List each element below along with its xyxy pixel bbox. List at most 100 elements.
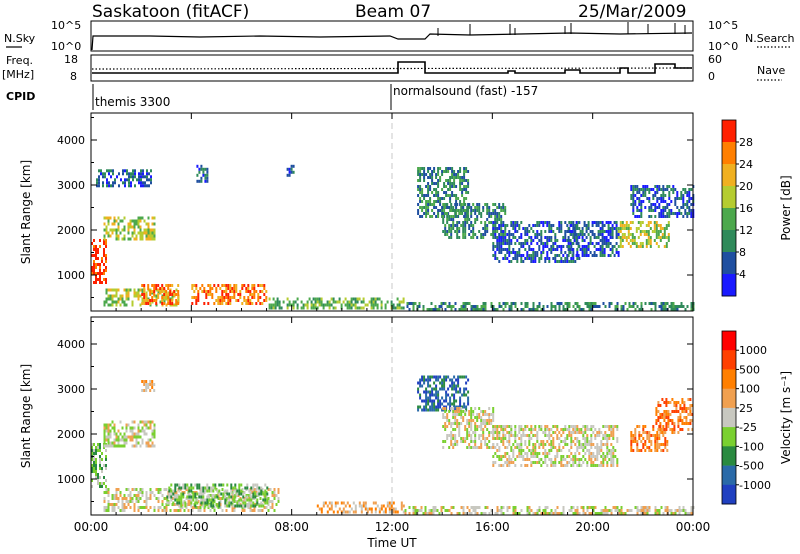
velocity-colorbar-tick-label: 100 — [739, 383, 760, 396]
velocity-colorbar-tick-label: -25 — [739, 421, 757, 434]
velocity-ylabel: Slant Range [km] — [19, 364, 33, 468]
power-ytick-label: 1000 — [57, 269, 85, 282]
power-heatmap-panel: 1000 2000 3000 4000 Slant Range [km] 4 8 12 16 20… — [19, 112, 793, 312]
velocity-colorbar-swatch — [722, 369, 736, 389]
power-colorbar-tick-label: 20 — [739, 180, 753, 193]
power-echo-region — [492, 221, 581, 263]
velocity-ytick-label: 1000 — [57, 473, 85, 486]
velocity-colorbar-swatch — [722, 350, 736, 370]
velocity-echo-region — [492, 425, 619, 467]
nave-tick-bottom: 0 — [708, 70, 715, 83]
velocity-colorbar-tick-label: -1000 — [739, 479, 771, 492]
freq-panel-frame — [90, 54, 694, 82]
velocity-xtick-label: 20:00 — [575, 520, 610, 534]
velocity-colorbar-swatch — [722, 427, 736, 447]
velocity-colorbar-tick-label: 25 — [739, 402, 753, 415]
velocity-xlabel: Time UT — [366, 536, 417, 550]
power-ytick-label: 4000 — [57, 134, 85, 147]
velocity-xtick-label: 00:00 — [74, 520, 109, 534]
power-colorbar: 4 8 12 16 20 24 28 Power [dB] — [721, 119, 793, 297]
cpid-label: CPID — [6, 90, 35, 103]
power-colorbar-swatch — [722, 120, 736, 143]
velocity-colorbar-swatch — [722, 388, 736, 409]
power-colorbar-swatch — [722, 142, 736, 165]
velocity-xtick-label: 08:00 — [274, 520, 309, 534]
power-colorbar-swatch — [722, 230, 736, 253]
velocity-echo-region — [316, 501, 405, 514]
power-colorbar-tick-label: 8 — [739, 246, 746, 259]
nsearch-tick-bottom: 10^0 — [708, 40, 738, 53]
velocity-echo-region — [166, 483, 269, 508]
nave-trace — [91, 67, 693, 70]
velocity-colorbar: 1000 500 100 25 -25 -100 -500 -1000 Velocity [m … — [721, 330, 793, 505]
power-colorbar-tick-label: 12 — [739, 224, 753, 237]
power-echo-region — [191, 284, 268, 305]
power-echo-region — [406, 302, 695, 311]
cpid-segment-0: themis 3300 — [95, 95, 170, 109]
nsky-tick-bottom: 10^0 — [51, 40, 81, 53]
power-colorbar-tick-label: 28 — [739, 136, 753, 149]
power-echo-region — [268, 297, 405, 310]
velocity-echo-region — [404, 506, 695, 515]
beam-title: Beam 07 — [355, 2, 431, 22]
velocity-ytick-label: 3000 — [57, 383, 85, 396]
freq-trace — [92, 61, 692, 74]
nsearch-tick-top: 10^5 — [708, 19, 738, 32]
power-echo-cells — [91, 164, 695, 311]
velocity-echo-region — [91, 443, 107, 488]
freq-tick-bottom: 8 — [70, 70, 77, 83]
velocity-echo-region — [442, 407, 495, 449]
power-colorbar-swatch — [722, 274, 736, 297]
nave-label: Nave — [757, 64, 785, 77]
nsky-tick-top: 10^5 — [51, 19, 81, 32]
nsearch-spikes — [437, 22, 686, 36]
velocity-ytick-label: 2000 — [57, 428, 85, 441]
velocity-colorbar-tick-label: 500 — [739, 363, 760, 376]
velocity-xtick-label: 12:00 — [375, 520, 410, 534]
velocity-ytick-label: 4000 — [57, 338, 85, 351]
power-echo-region — [617, 221, 670, 248]
freq-label-2: [MHz] — [2, 68, 34, 81]
power-ytick-label: 3000 — [57, 179, 85, 192]
freq-label-1: Freq. — [6, 54, 33, 67]
power-echo-region — [196, 164, 209, 183]
power-ylabel: Slant Range [km] — [19, 160, 33, 264]
velocity-heatmap-panel: 1000 2000 3000 4000 Slant Range [km] 00:00 04:… — [19, 316, 793, 550]
power-frame — [90, 112, 694, 312]
nsearch-label: N.Search — [745, 32, 795, 45]
velocity-frame — [90, 316, 694, 516]
velocity-echo-region — [655, 398, 694, 434]
velocity-colorbar-swatch — [722, 465, 736, 486]
power-ytick-label: 2000 — [57, 224, 85, 237]
velocity-echo-cells — [91, 375, 695, 515]
power-echo-region — [630, 185, 695, 218]
power-colorbar-tick-label: 24 — [739, 158, 753, 171]
station-title: Saskatoon (fitACF) — [92, 2, 249, 22]
velocity-xtick-label: 16:00 — [475, 520, 510, 534]
velocity-colorbar-swatch — [722, 331, 736, 351]
velocity-xtick-label: 00:00 — [676, 520, 711, 534]
velocity-colorbar-tick-label: -500 — [739, 460, 764, 473]
power-colorbar-swatch — [722, 208, 736, 231]
power-colorbar-swatch — [722, 186, 736, 209]
power-echo-region — [141, 284, 180, 305]
velocity-echo-region — [141, 380, 156, 392]
power-colorbar-label: Power [dB] — [779, 175, 793, 240]
velocity-echo-region — [417, 375, 470, 412]
velocity-xtick-label: 04:00 — [174, 520, 209, 534]
power-colorbar-swatch — [722, 252, 736, 275]
velocity-echo-region — [103, 420, 156, 448]
power-colorbar-tick-label: 4 — [739, 268, 746, 281]
power-echo-region — [442, 203, 507, 239]
power-echo-region — [91, 239, 107, 284]
count-panel-frame — [90, 20, 694, 52]
power-echo-region — [96, 169, 152, 188]
velocity-colorbar-swatch — [722, 446, 736, 466]
power-colorbar-tick-label: 16 — [739, 202, 753, 215]
nave-tick-top: 60 — [708, 53, 722, 66]
velocity-colorbar-tick-label: -100 — [739, 440, 764, 453]
power-echo-region — [286, 164, 295, 177]
nsky-label: N.Sky — [4, 32, 36, 45]
power-echo-region — [567, 221, 620, 257]
